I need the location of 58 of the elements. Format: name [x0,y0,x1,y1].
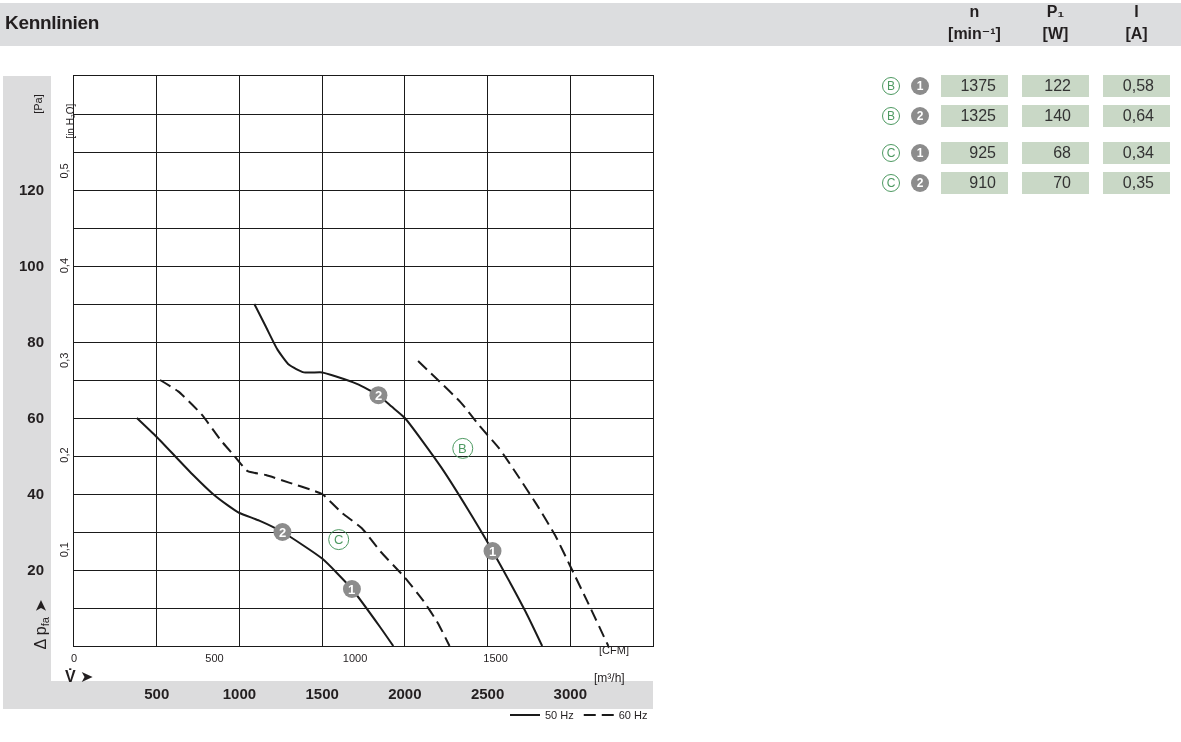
annotation: 1 [348,582,356,597]
table-cell: 122 [1022,75,1089,97]
annotation: 1 [489,544,497,559]
y-tick-label: 60 [27,409,44,427]
legend-label: 50 Hz [545,709,574,722]
letter-badge: C [882,174,900,192]
table-cell: 0,35 [1103,172,1170,194]
annotation: C [334,532,344,547]
table-cell: 910 [941,172,1008,194]
number-badge: 2 [911,107,929,125]
legend-label: 60 Hz [618,709,648,722]
chart-title: Kennlinien [5,11,100,35]
y2-tick-label: 0,3 [57,352,70,368]
x2-tick-label: 500 [205,652,224,664]
number-badge: 2 [911,174,929,192]
table-cell: 1325 [941,105,1008,127]
x-tick-label: 2000 [388,685,422,702]
annotation: 2 [279,525,287,540]
table-cell: 70 [1022,172,1089,194]
number-badge: 1 [911,77,929,95]
y-tick-label: 120 [18,181,44,199]
number-badge: 1 [911,144,929,162]
x2-tick-label: 0 [70,652,78,664]
table-cell: 925 [941,142,1008,164]
x-tick-label: 500 [144,685,170,702]
letter-badge: C [882,144,900,162]
category-label: P₁ [W] [1041,2,1070,44]
table-cell: 68 [1022,142,1089,164]
category-label: n [min⁻¹] [947,2,1002,44]
annotation: B [458,441,467,456]
y-tick-label: 40 [27,485,44,503]
y2-axis-title: [in H₂O] [65,103,77,139]
y2-tick-label: 0,1 [57,542,70,558]
table-cell: 0,34 [1103,142,1170,164]
y-tick-label: 20 [27,561,44,579]
x2-tick-label: 1500 [483,652,508,664]
letter-badge: B [882,107,900,125]
y-tick-label: 100 [18,257,44,275]
x2-tick-label: 1000 [342,652,368,664]
table-cell: 0,64 [1103,105,1170,127]
y2-tick-label: 0,4 [57,257,70,274]
category-label: I [A] [1124,2,1149,44]
x-tick-label: 2500 [470,685,505,702]
table-cell: 140 [1022,105,1089,127]
text: [Pa] [32,94,45,114]
text: [m³/h] [594,671,625,685]
x-tick-label: 3000 [553,685,587,702]
x2-axis-title: [CFM] [599,644,629,656]
y-tick-label: 80 [27,333,44,351]
table-cell: 1375 [941,75,1008,97]
table-cell: 0,58 [1103,75,1170,97]
x-tick-label: 1500 [305,685,339,702]
y2-tick-label: 0,2 [57,447,70,463]
x-axis-title: V̇ ➤ [65,668,94,686]
annotation: 2 [375,388,383,403]
y2-tick-label: 0,5 [57,163,70,179]
x-tick-label: 1000 [222,685,257,702]
letter-badge: B [882,77,900,95]
